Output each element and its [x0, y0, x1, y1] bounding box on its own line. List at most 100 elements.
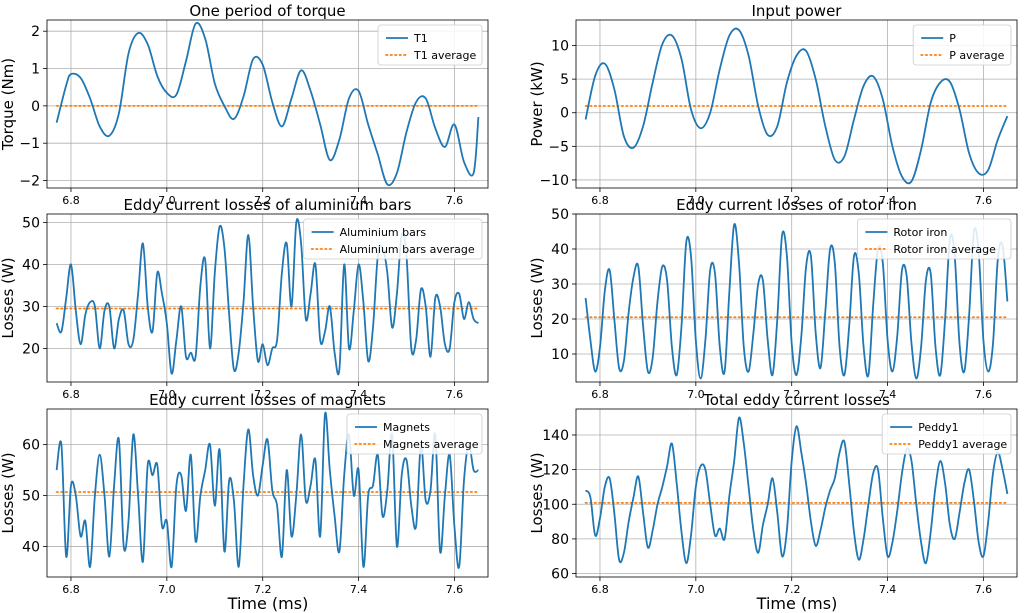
y-tick-label: 50: [22, 215, 40, 231]
chart-panel-6: 6.8 7.0 7.2 7.4 7.6 60 80 100 120 140 Total eddy c…: [528, 391, 1018, 596]
series-line: [55, 21, 480, 186]
legend-label-series: P: [949, 32, 956, 45]
y-axis-label: Losses (W): [0, 452, 17, 533]
y-tick-label: 80: [551, 532, 569, 548]
legend-box: [303, 218, 483, 260]
y-tick-label: 5: [560, 72, 569, 88]
x-tick-label: 7.0: [687, 583, 705, 596]
axes-frame: [46, 408, 489, 578]
chart-panel-3: 6.8 7.0 7.2 7.4 7.6 20 30 40 50 Eddy current loss…: [0, 196, 489, 401]
y-tick-label: 40: [22, 257, 40, 273]
series-line: [55, 218, 479, 376]
y-tick-label: 10: [551, 347, 569, 363]
y-tick-label: −2: [19, 174, 40, 190]
chart-title: Eddy current losses of rotor iron: [676, 196, 917, 214]
y-tick-label: −1: [19, 136, 40, 152]
x-tick-label: 7.2: [783, 583, 801, 596]
series-line: [584, 223, 1009, 380]
y-tick-label: 30: [551, 277, 569, 293]
x-axis-label-left: Time (ms): [227, 594, 309, 613]
x-tick-label: 7.2: [254, 194, 272, 207]
chart-title: Eddy current losses of aluminium bars: [124, 196, 412, 214]
x-tick-label: 7.4: [879, 388, 897, 401]
x-tick-label: 7.2: [783, 194, 801, 207]
legend-box: [346, 413, 483, 455]
x-tick-label: 7.0: [158, 194, 176, 207]
y-tick-label: 30: [22, 299, 40, 315]
axes-frame: [575, 408, 1018, 578]
y-axis-label: Torque (Nm): [0, 58, 17, 151]
x-tick-label: 7.4: [879, 583, 897, 596]
axes-frame: [46, 19, 489, 189]
x-tick-label: 7.4: [879, 194, 897, 207]
y-tick-label: 20: [22, 341, 40, 357]
x-tick-label: 6.8: [62, 583, 80, 596]
legend-label-series: Rotor iron: [893, 226, 947, 239]
x-tick-label: 7.4: [350, 194, 368, 207]
y-tick-label: 60: [22, 438, 40, 454]
legend-label-average: Peddy1 average: [918, 438, 1007, 451]
series-line: [55, 411, 479, 569]
y-tick-label: 120: [542, 463, 569, 479]
y-axis-label: Losses (W): [0, 257, 17, 338]
chart-title: Input power: [752, 2, 843, 20]
x-tick-label: 7.6: [446, 583, 464, 596]
chart-title: Total eddy current losses: [702, 391, 890, 409]
x-tick-label: 6.8: [591, 583, 609, 596]
y-tick-label: 0: [31, 99, 40, 115]
y-axis-label: Losses (W): [528, 452, 546, 533]
axes-frame: [46, 213, 489, 383]
y-tick-label: 1: [31, 62, 40, 78]
chart-panel-4: 6.8 7.0 7.2 7.4 7.6 10 20 30 40 50 Eddy current lo…: [528, 196, 1018, 401]
x-tick-label: 6.8: [62, 388, 80, 401]
legend-label-average: Aluminium bars average: [340, 243, 475, 256]
legend-box: [912, 24, 1012, 66]
axes-frame: [575, 19, 1018, 189]
x-tick-label: 7.2: [783, 388, 801, 401]
legend-label-average: Magnets average: [383, 438, 479, 451]
y-tick-label: 50: [22, 489, 40, 505]
chart-title: One period of torque: [189, 2, 345, 20]
legend-box: [881, 413, 1012, 455]
x-tick-label: 6.8: [591, 388, 609, 401]
x-tick-label: 7.4: [350, 583, 368, 596]
legend-label-average: Rotor iron average: [893, 243, 996, 256]
x-tick-label: 7.6: [975, 583, 993, 596]
series-line: [584, 416, 1009, 565]
legend-label-series: Aluminium bars: [340, 226, 427, 239]
y-tick-label: 50: [551, 207, 569, 223]
y-tick-label: −5: [548, 139, 569, 155]
series-line: [584, 27, 1009, 185]
x-tick-label: 7.0: [687, 388, 705, 401]
chart-title: Eddy current losses of magnets: [149, 391, 386, 409]
y-axis-label: Losses (W): [528, 257, 546, 338]
legend-label-series: Magnets: [383, 421, 430, 434]
chart-panel-5: 6.8 7.0 7.2 7.4 7.6 40 50 60 Eddy current losses…: [0, 391, 489, 596]
y-tick-label: 60: [551, 567, 569, 583]
y-tick-label: 140: [542, 428, 569, 444]
y-tick-label: 0: [560, 106, 569, 122]
x-tick-label: 6.8: [62, 194, 80, 207]
y-tick-label: 40: [551, 242, 569, 258]
x-tick-label: 7.4: [350, 388, 368, 401]
x-axis-label-right: Time (ms): [756, 594, 838, 613]
legend-label-average: P average: [949, 49, 1004, 62]
x-tick-label: 7.0: [687, 194, 705, 207]
axes-frame: [575, 213, 1018, 383]
legend-label-series: Peddy1: [918, 421, 958, 434]
y-tick-label: 40: [22, 539, 40, 555]
y-tick-label: 2: [31, 24, 40, 40]
x-tick-label: 7.2: [254, 388, 272, 401]
x-tick-label: 7.6: [446, 194, 464, 207]
x-tick-label: 7.0: [158, 388, 176, 401]
y-tick-label: −10: [539, 173, 569, 189]
x-tick-label: 7.6: [446, 388, 464, 401]
legend-box: [857, 218, 1012, 260]
x-tick-label: 7.6: [975, 194, 993, 207]
x-tick-label: 7.0: [158, 583, 176, 596]
chart-panel-1: 6.8 7.0 7.2 7.4 7.6 −2 −1 0 1 2 One period of torq…: [0, 2, 489, 207]
legend-label-average: T1 average: [413, 49, 476, 62]
y-axis-label: Power (kW): [528, 61, 546, 146]
x-tick-label: 7.2: [254, 583, 272, 596]
